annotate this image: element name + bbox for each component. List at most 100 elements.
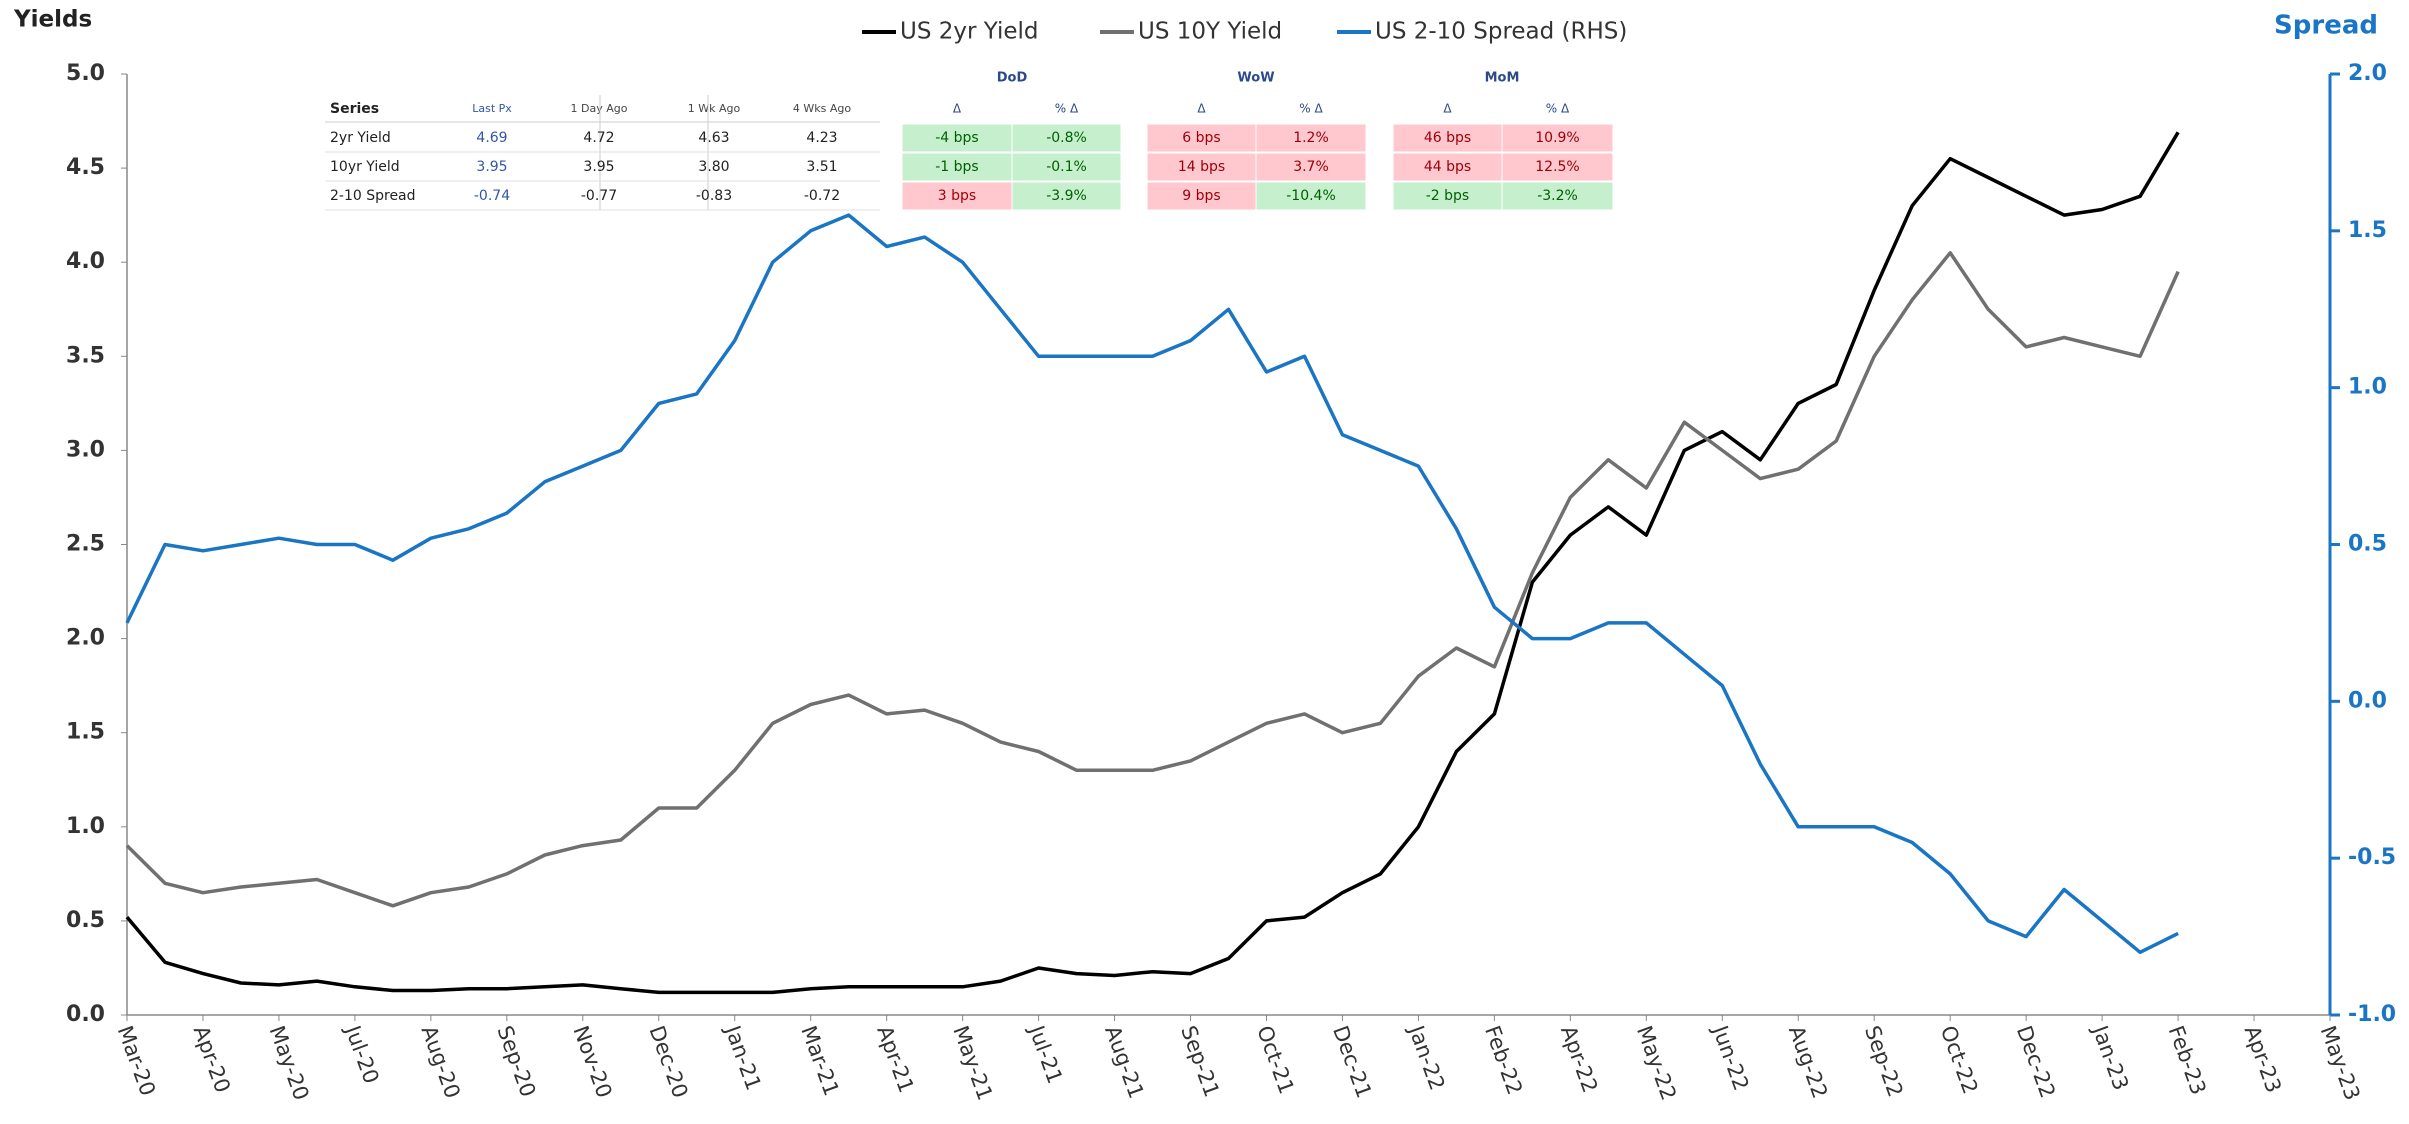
table-cell: -10.4% xyxy=(1286,188,1336,204)
table-cell: 3.80 xyxy=(698,159,729,175)
y2-tick-label: 0.0 xyxy=(2348,688,2387,713)
table-cell: -4 bps xyxy=(935,130,978,146)
x-tick-label: Jan-22 xyxy=(1403,1021,1449,1094)
x-tick-label: Apr-21 xyxy=(872,1023,918,1096)
table-cell: -3.9% xyxy=(1046,188,1087,204)
y-tick-label: 0.5 xyxy=(66,908,105,933)
table-cell: -1 bps xyxy=(935,159,978,175)
table-cell-fill xyxy=(1255,123,1367,153)
x-tick-label: Dec-20 xyxy=(644,1023,692,1102)
table-cell: 3.51 xyxy=(806,159,837,175)
series-line xyxy=(125,213,2179,955)
table-cell: 3.95 xyxy=(476,159,507,175)
table-column-header: Last Px xyxy=(472,102,512,115)
table-cell: 2yr Yield xyxy=(330,130,391,146)
table-cell-fill xyxy=(1501,181,1614,211)
table-cell-fill xyxy=(1501,123,1614,153)
x-tick-label: Apr-23 xyxy=(2240,1023,2286,1096)
table-cell: 46 bps xyxy=(1424,130,1471,146)
x-tick-label: Jul-20 xyxy=(340,1021,384,1087)
table-cell: -0.72 xyxy=(804,188,840,204)
y-tick-label: 1.0 xyxy=(66,814,105,839)
x-tick-label: Aug-20 xyxy=(417,1023,465,1102)
x-tick-label: Jan-21 xyxy=(720,1021,766,1094)
x-tick-label: Sep-22 xyxy=(1860,1023,1908,1101)
x-tick-label: Oct-21 xyxy=(1252,1023,1299,1098)
table-cell-fill xyxy=(1011,123,1122,153)
table-cell: -0.74 xyxy=(474,188,510,204)
table-sub-header: % Δ xyxy=(1299,102,1323,116)
table-sub-header: Δ xyxy=(1443,102,1452,116)
y-tick-label: 2.5 xyxy=(66,532,105,557)
x-tick-label: May-20 xyxy=(265,1023,314,1104)
x-tick-label: Aug-22 xyxy=(1784,1023,1832,1102)
table-cell-fill xyxy=(901,152,1013,182)
table-cell: 12.5% xyxy=(1535,159,1579,175)
y2-tick-label: 2.0 xyxy=(2348,61,2387,86)
legend-label: US 10Y Yield xyxy=(1138,19,1282,45)
x-tick-label: Jan-23 xyxy=(2087,1021,2133,1094)
series-line xyxy=(125,251,2180,908)
x-tick-label: Dec-22 xyxy=(2012,1023,2060,1102)
y-tick-label: 5.0 xyxy=(66,61,105,86)
y-tick-label: 0.0 xyxy=(66,1002,105,1027)
table-cell-fill xyxy=(1011,152,1122,182)
table-sub-header: Δ xyxy=(1197,102,1206,116)
table-cell: 10.9% xyxy=(1535,130,1579,146)
x-tick-label: Feb-22 xyxy=(1480,1023,1527,1098)
y-tick-label: 2.0 xyxy=(66,626,105,651)
table-cell-fill xyxy=(901,181,1013,211)
x-tick-label: Nov-20 xyxy=(568,1023,616,1101)
table-column-header: 4 Wks Ago xyxy=(793,102,851,115)
table-column-header: Series xyxy=(330,101,379,117)
y-axis-title: Yields xyxy=(13,7,92,33)
y-tick-label: 4.0 xyxy=(66,249,105,274)
x-tick-label: May-21 xyxy=(948,1023,997,1104)
table-cell-fill xyxy=(1255,152,1367,182)
x-tick-label: Feb-23 xyxy=(2164,1023,2211,1098)
table-cell: 4.72 xyxy=(583,130,614,146)
table-cell-fill xyxy=(901,123,1013,153)
x-tick-label: May-22 xyxy=(1632,1023,1681,1104)
y-tick-label: 3.0 xyxy=(66,437,105,462)
table-group-header: WoW xyxy=(1237,71,1274,86)
table-sub-header: % Δ xyxy=(1055,102,1079,116)
table-cell: -3.2% xyxy=(1537,188,1578,204)
x-tick-label: Sep-21 xyxy=(1176,1023,1224,1101)
table-cell-fill xyxy=(1392,181,1503,211)
y2-axis-title: Spread xyxy=(2274,11,2378,41)
x-tick-label: Sep-20 xyxy=(492,1023,540,1101)
table-cell: -0.83 xyxy=(696,188,732,204)
y-tick-label: 3.5 xyxy=(66,343,105,368)
table-sub-header: % Δ xyxy=(1546,102,1570,116)
table-column-header: 1 Day Ago xyxy=(571,102,628,115)
table-cell-fill xyxy=(1255,181,1367,211)
table-cell: 3.7% xyxy=(1293,159,1329,175)
table-cell: 3 bps xyxy=(938,188,976,204)
table-group-header: MoM xyxy=(1485,71,1520,86)
table-cell: 44 bps xyxy=(1424,159,1471,175)
y2-tick-label: -1.0 xyxy=(2348,1002,2396,1027)
x-tick-label: Jul-21 xyxy=(1024,1021,1068,1087)
table-cell: 3.95 xyxy=(583,159,614,175)
table-cell: 4.23 xyxy=(806,130,837,146)
x-tick-label: Mar-21 xyxy=(796,1023,843,1099)
y2-tick-label: 0.5 xyxy=(2348,532,2387,557)
table-column-header: 1 Wk Ago xyxy=(688,102,741,115)
table-cell: 14 bps xyxy=(1178,159,1225,175)
x-tick-label: Aug-21 xyxy=(1100,1023,1148,1102)
table-cell: 10yr Yield xyxy=(330,159,400,175)
table-cell: 1.2% xyxy=(1293,130,1329,146)
y-tick-label: 4.5 xyxy=(66,155,105,180)
x-tick-label: Mar-20 xyxy=(113,1023,160,1099)
x-tick-label: Apr-20 xyxy=(189,1023,235,1096)
y2-tick-label: 1.5 xyxy=(2348,218,2387,243)
table-cell-fill xyxy=(1392,123,1503,153)
table-cell-fill xyxy=(1392,152,1503,182)
series-line xyxy=(125,131,2180,995)
x-tick-label: Apr-22 xyxy=(1556,1023,1602,1096)
table-sub-header: Δ xyxy=(953,102,962,116)
y2-tick-label: 1.0 xyxy=(2348,375,2387,400)
table-cell: -0.1% xyxy=(1046,159,1087,175)
